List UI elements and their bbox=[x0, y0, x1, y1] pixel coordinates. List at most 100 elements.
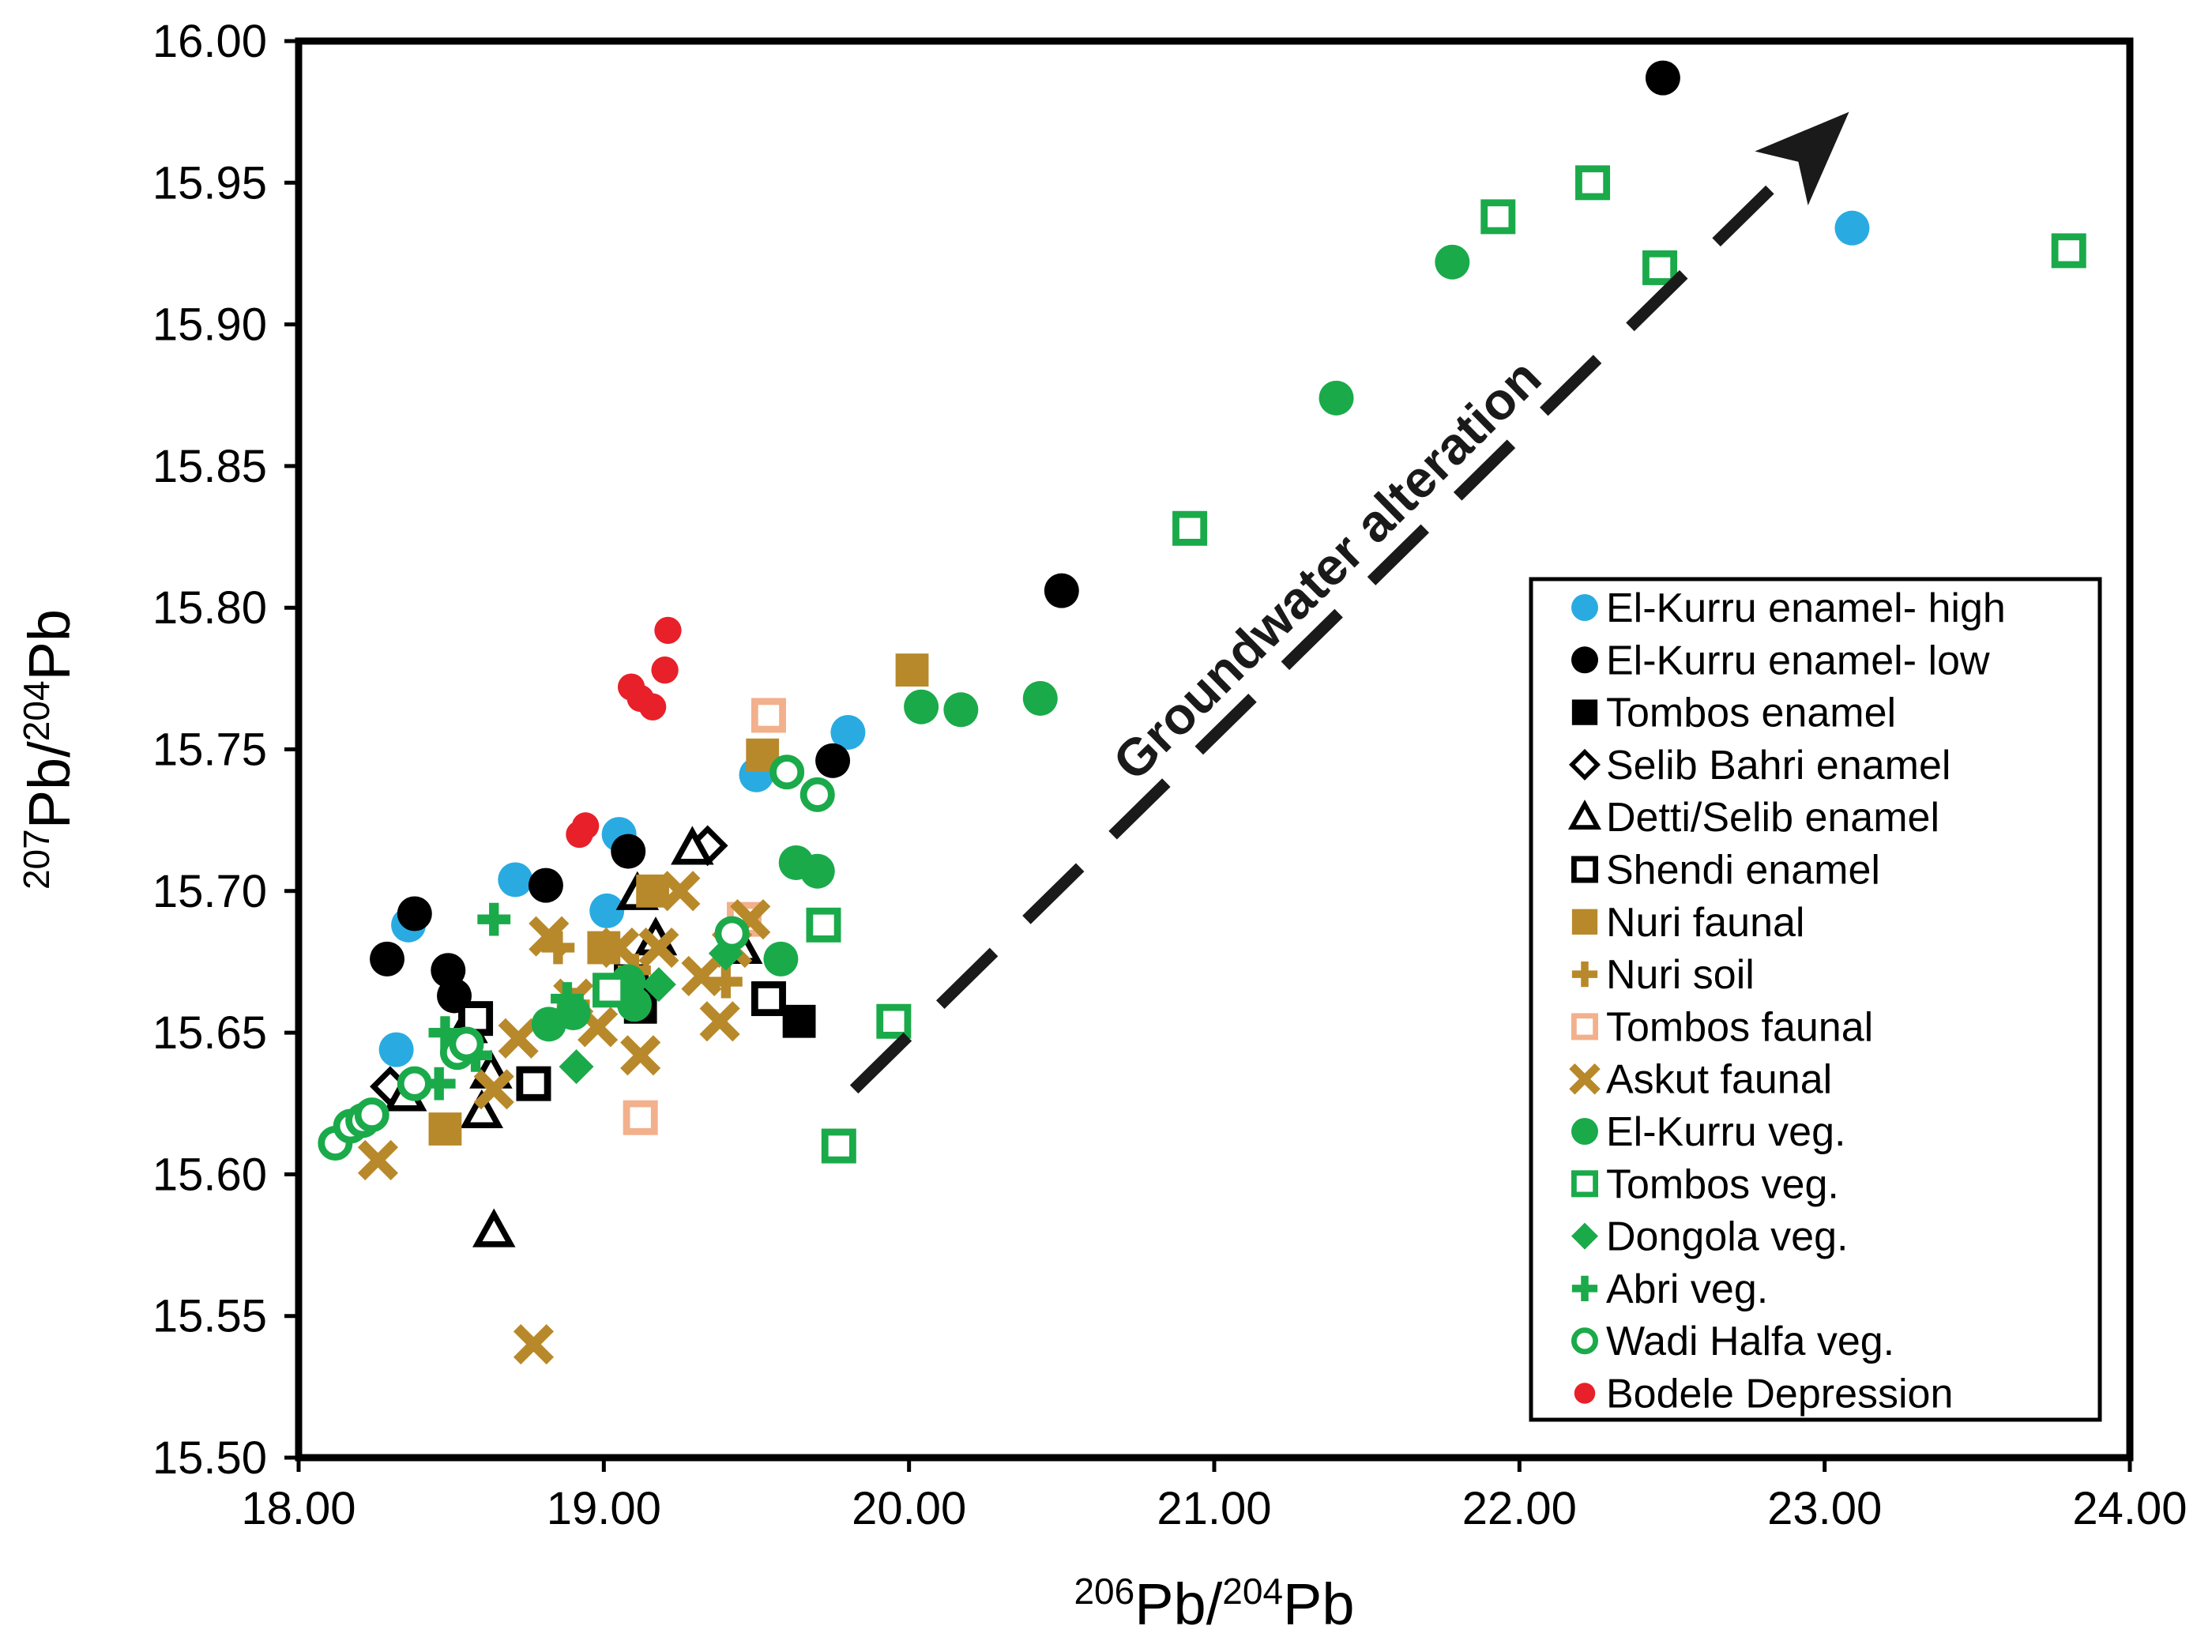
legend-item: Bodele Depression bbox=[1574, 1372, 1953, 1417]
data-point bbox=[651, 656, 679, 684]
data-point bbox=[592, 973, 628, 1008]
x-tick-label: 20.00 bbox=[852, 1483, 966, 1534]
data-point bbox=[428, 1112, 462, 1146]
data-point bbox=[876, 1003, 912, 1039]
data-point bbox=[782, 1004, 816, 1038]
legend-item: Tombos veg. bbox=[1571, 1161, 1839, 1207]
legend-label: El-Kurru veg. bbox=[1606, 1109, 1845, 1155]
data-point bbox=[750, 698, 786, 733]
x-tick-label: 23.00 bbox=[1767, 1483, 1882, 1534]
legend-label: Shendi enamel bbox=[1606, 848, 1880, 894]
data-point bbox=[654, 616, 682, 645]
data-point bbox=[638, 927, 679, 969]
x-axis-title-sup: 206 bbox=[1074, 1571, 1134, 1612]
legend-marker bbox=[1571, 594, 1598, 621]
y-tick-label: 16.00 bbox=[152, 16, 267, 67]
legend-marker bbox=[1571, 1275, 1598, 1302]
data-point bbox=[709, 965, 743, 999]
data-point bbox=[1319, 380, 1354, 416]
legend-item: Shendi enamel bbox=[1571, 848, 1880, 894]
legend-marker bbox=[1571, 1013, 1599, 1040]
legend-label: Abri veg. bbox=[1606, 1266, 1768, 1312]
legend-item: Wadi Halfa veg. bbox=[1571, 1319, 1894, 1364]
legend-label: El-Kurru enamel- high bbox=[1606, 585, 2006, 631]
x-tick-label: 22.00 bbox=[1462, 1483, 1577, 1534]
legend-label: Nuri soil bbox=[1606, 952, 1755, 998]
data-point bbox=[428, 1016, 462, 1049]
data-point bbox=[641, 967, 676, 1003]
legend-marker bbox=[1571, 646, 1598, 674]
data-point bbox=[895, 653, 929, 687]
legend-marker bbox=[1569, 1063, 1601, 1095]
legend-item: Dongola veg. bbox=[1571, 1214, 1848, 1260]
x-tick-label: 24.00 bbox=[2072, 1483, 2187, 1534]
data-point bbox=[449, 1026, 484, 1062]
data-point bbox=[472, 1208, 516, 1247]
legend-marker bbox=[1571, 1222, 1598, 1250]
legend-item: El-Kurru enamel- high bbox=[1571, 585, 2006, 631]
groundwater-arrow-line bbox=[849, 165, 1794, 1094]
data-point bbox=[559, 1049, 594, 1085]
legend-marker bbox=[1571, 1170, 1599, 1198]
legend-label: Dongola veg. bbox=[1606, 1214, 1848, 1260]
data-point bbox=[354, 1097, 389, 1133]
y-axis-title-part1: Pb/ bbox=[17, 741, 82, 830]
data-point bbox=[422, 1067, 456, 1101]
legend-item: El-Kurru veg. bbox=[1571, 1109, 1845, 1155]
data-point bbox=[1642, 250, 1678, 285]
legend-marker bbox=[1571, 961, 1598, 988]
data-point bbox=[1834, 210, 1870, 246]
series-bodele-depression bbox=[566, 616, 682, 849]
data-point bbox=[477, 902, 511, 936]
legend-item: Tombos faunal bbox=[1571, 1004, 1873, 1050]
x-axis-title-part1: Pb/ bbox=[1134, 1571, 1223, 1637]
x-axis-title-sup2: 204 bbox=[1222, 1571, 1283, 1612]
y-axis-title-sup2: 204 bbox=[16, 680, 57, 741]
x-tick-label: 19.00 bbox=[547, 1483, 661, 1534]
data-point bbox=[799, 777, 835, 812]
legend-marker bbox=[1571, 909, 1598, 935]
data-point bbox=[473, 1069, 514, 1110]
data-point bbox=[799, 853, 835, 889]
data-point bbox=[830, 714, 866, 750]
x-tick-label: 18.00 bbox=[241, 1483, 356, 1534]
legend-box bbox=[1529, 577, 2102, 1422]
legend-marker bbox=[1574, 1383, 1596, 1404]
legend-marker bbox=[1571, 699, 1598, 725]
data-point bbox=[750, 981, 786, 1017]
data-point bbox=[378, 1032, 414, 1067]
y-tick-label: 15.65 bbox=[152, 1007, 267, 1059]
data-point bbox=[1480, 199, 1516, 235]
series-tombos-veg bbox=[592, 165, 2086, 1164]
data-point bbox=[1575, 165, 1611, 201]
legend-label: Tombos veg. bbox=[1606, 1161, 1839, 1207]
legend-item: Askut faunal bbox=[1569, 1057, 1832, 1103]
data-point bbox=[806, 907, 841, 943]
y-tick-label: 15.70 bbox=[152, 866, 267, 917]
legend-label: Tombos enamel bbox=[1606, 691, 1896, 736]
y-tick-label: 15.95 bbox=[152, 157, 267, 209]
data-point bbox=[821, 1128, 856, 1164]
data-point bbox=[611, 834, 646, 869]
data-point bbox=[397, 896, 432, 931]
legend-item: El-Kurru enamel- low bbox=[1571, 638, 1990, 683]
data-point bbox=[1435, 244, 1470, 280]
data-point bbox=[460, 1089, 504, 1128]
legend-item: Detti/Selib enamel bbox=[1567, 795, 1939, 841]
data-point bbox=[589, 893, 625, 928]
data-point bbox=[528, 867, 563, 903]
y-axis-title-part2: Pb bbox=[17, 609, 82, 681]
legend-label: El-Kurru enamel- low bbox=[1606, 638, 1990, 683]
y-axis-title: 207Pb/204Pb bbox=[16, 609, 82, 890]
data-point bbox=[357, 1139, 399, 1181]
data-point bbox=[498, 862, 533, 897]
data-point bbox=[763, 941, 799, 977]
data-point bbox=[599, 927, 640, 969]
data-point bbox=[769, 755, 805, 790]
data-point bbox=[1022, 680, 1058, 716]
legend-item: Nuri faunal bbox=[1571, 900, 1804, 946]
data-point bbox=[397, 1066, 432, 1101]
legend-label: Selib Bahri enamel bbox=[1606, 743, 1951, 788]
legend-marker bbox=[1571, 1118, 1598, 1145]
y-tick-label: 15.60 bbox=[152, 1149, 267, 1200]
